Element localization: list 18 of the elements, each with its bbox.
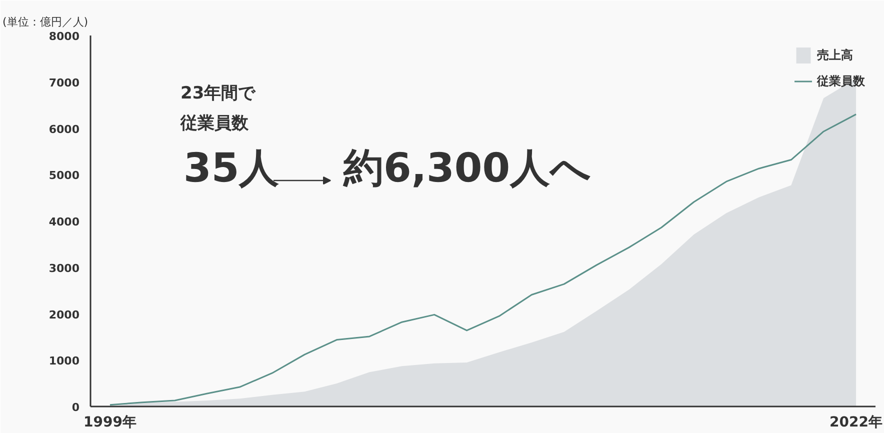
annotation: 従業員数 bbox=[180, 114, 250, 134]
y-tick-label: 8000 bbox=[48, 30, 80, 43]
y-tick-label: 6000 bbox=[48, 122, 80, 136]
x-tick-label: 1999年 bbox=[83, 414, 136, 430]
annotation: 23年間で bbox=[180, 84, 256, 104]
legend-label: 従業員数 bbox=[817, 72, 865, 90]
y-tick-label: 0 bbox=[72, 401, 80, 414]
y-tick-label: 1000 bbox=[48, 354, 80, 368]
y-tick-label: 3000 bbox=[48, 262, 80, 275]
legend-label: 売上高 bbox=[817, 46, 853, 64]
x-tick-label: 2022年 bbox=[830, 414, 883, 430]
y-tick-label: 2000 bbox=[48, 308, 80, 322]
y-axis-title: (単位：億円／人) bbox=[2, 16, 88, 28]
annotation: 35人 bbox=[184, 146, 280, 192]
y-tick-label: 5000 bbox=[48, 169, 80, 182]
y-tick-label: 7000 bbox=[48, 76, 80, 90]
y-tick-label: 4000 bbox=[48, 216, 80, 228]
annotation: 約6,300人へ bbox=[342, 146, 592, 192]
